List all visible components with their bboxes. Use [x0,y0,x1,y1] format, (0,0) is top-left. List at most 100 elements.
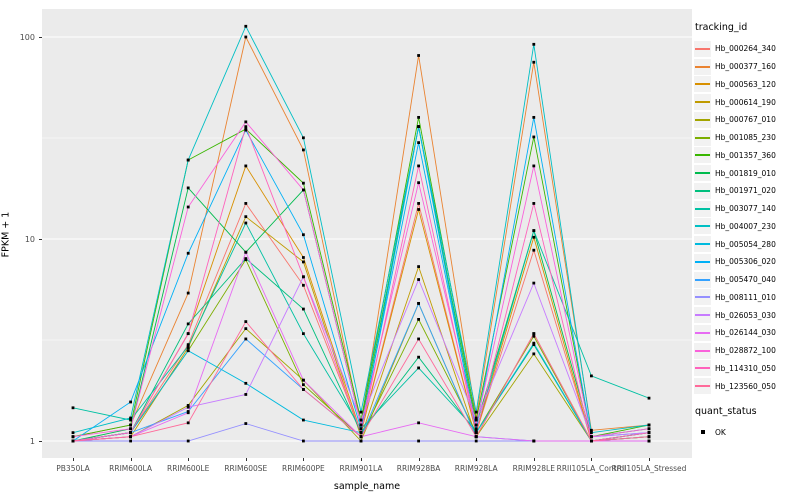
legend-key-swatch [694,324,711,341]
data-point [244,327,248,331]
data-point [359,431,363,435]
legend-key-line-icon [695,83,710,86]
data-point [129,427,132,431]
data-point [590,435,593,439]
legend-item-label: Hb_001357_360 [715,150,776,160]
legend-key-line-icon [695,349,710,352]
data-point [647,396,651,400]
data-point [186,343,190,347]
data-point [417,355,420,359]
data-point [474,410,478,414]
legend-item-label: Hb_123560_050 [715,381,776,391]
data-point [532,164,536,168]
legend-key-swatch [694,289,711,306]
y-tick-mark [39,239,42,240]
legend-item: Hb_000614_190 [694,93,800,111]
data-point [302,188,305,192]
legend-key-swatch [694,165,711,182]
data-point [71,435,75,439]
legend-item: Hb_114310_050 [694,360,800,378]
legend-key-line-icon [695,101,710,104]
legend-item-label: Hb_000377_160 [715,62,776,72]
legend-item-label: Hb_008111_010 [715,292,776,302]
legend-item-label: Hb_026053_030 [715,310,776,320]
legend-item: Hb_005306_020 [694,253,800,271]
data-point [474,431,478,435]
legend-key-line-icon [695,243,710,246]
data-point [244,215,248,219]
data-point [244,337,248,341]
legend-quant-item: OK [694,424,800,442]
data-point [474,439,478,443]
y-tick-label: 1 [29,436,35,446]
legend-key-swatch [694,129,711,146]
x-tick-label: RRIM600LE [167,464,210,473]
legend-item-label: Hb_003077_140 [715,204,776,214]
series-line-Hb_114310_050 [72,125,650,442]
data-point [71,431,75,435]
legend-key-swatch [694,307,711,324]
data-point [186,186,190,190]
data-point [647,423,651,427]
legend-key-line-icon [695,47,710,50]
x-tick-label: RRII105LA_Stressed [611,464,687,473]
data-point [186,344,190,348]
data-point [186,205,190,209]
legend-key-swatch [694,58,711,75]
legend-item-label: Hb_114310_050 [715,363,776,373]
data-point [302,275,305,279]
black-square-point-icon [700,430,705,435]
x-tick-label: RRIM928LE [512,464,555,473]
legend-key-line-icon [695,207,710,210]
data-point [302,148,305,152]
legend-item: Hb_008111_010 [694,289,800,307]
y-tick-label: 10 [24,234,35,244]
data-point [417,301,420,305]
legend-item: Hb_000264_340 [694,40,800,58]
data-point [129,435,132,439]
x-tick-label: RRIM928BA [396,464,441,473]
plot-canvas [42,24,692,443]
legend-key-swatch [694,76,711,93]
legend-quant-items: OK [694,424,800,442]
x-tick-mark [418,458,420,461]
data-point [129,431,132,435]
data-point [302,307,305,311]
legend-item: Hb_005054_280 [694,235,800,253]
x-tick-label: RRIM600LA [109,464,153,473]
data-point [417,208,420,211]
data-point [302,233,305,237]
legend-key-line-icon [695,260,710,263]
legend-quant-label: OK [715,428,726,438]
x-tick-label: RRII105LA_Control [556,464,627,473]
data-point [532,341,536,345]
data-point [532,281,536,285]
data-point [532,135,536,139]
data-point [474,423,478,427]
data-point [359,423,363,427]
data-point [186,158,190,162]
y-tick-mark [39,37,42,38]
legend-item-label: Hb_004007_230 [715,221,776,231]
data-point [129,439,132,443]
data-point [302,260,305,264]
data-point [302,439,305,443]
data-point [359,418,363,422]
x-tick-mark [188,458,190,461]
data-point [417,164,420,168]
legend-item: Hb_123560_050 [694,377,800,395]
legend-key-swatch [694,378,711,395]
legend-key-swatch [694,360,711,377]
data-point [186,349,190,353]
x-tick-mark [476,458,478,461]
data-point [302,383,305,387]
legend-item-label: Hb_000563_120 [715,79,776,89]
data-point [302,388,305,391]
data-point [532,42,536,46]
data-point [359,439,363,443]
legend-item: Hb_001357_360 [694,147,800,165]
data-point [244,320,248,324]
data-point [71,406,75,410]
data-point [532,332,536,336]
